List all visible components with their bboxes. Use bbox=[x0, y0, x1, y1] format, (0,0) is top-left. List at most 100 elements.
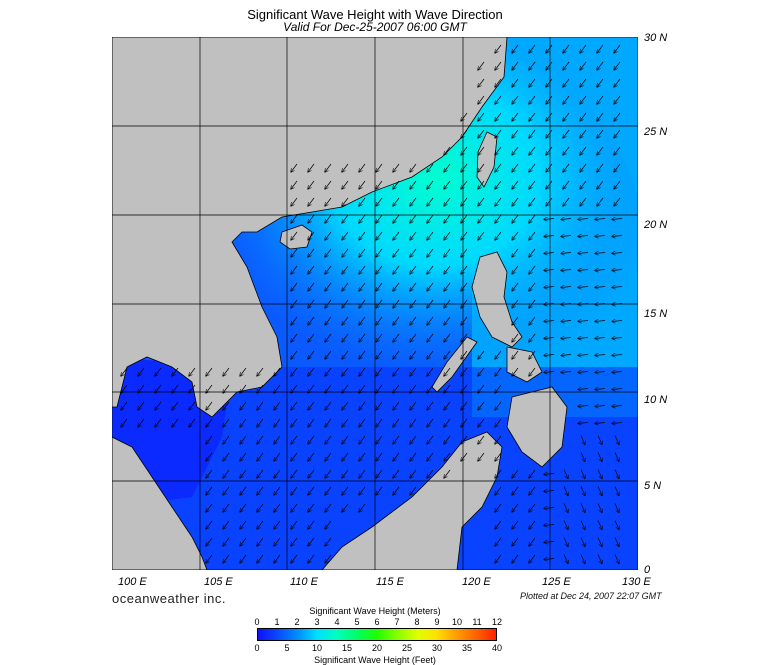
wave-arrow bbox=[595, 389, 606, 390]
wave-arrow bbox=[138, 418, 145, 427]
wave-arrow bbox=[291, 265, 298, 274]
wave-arrow bbox=[223, 367, 230, 376]
wave-arrow bbox=[291, 384, 298, 393]
wave-arrow bbox=[257, 418, 264, 427]
wave-arrow bbox=[614, 44, 621, 53]
wave-arrow bbox=[561, 338, 572, 339]
wave-arrow bbox=[308, 554, 315, 563]
wave-arrow bbox=[495, 520, 502, 529]
wave-arrow bbox=[461, 197, 468, 206]
wave-arrow bbox=[393, 452, 400, 461]
wave-arrow bbox=[155, 401, 162, 410]
wave-arrow bbox=[427, 452, 434, 461]
wave-arrow bbox=[580, 554, 585, 564]
wave-arrow bbox=[325, 231, 332, 240]
wave-arrow bbox=[444, 469, 451, 478]
wave-arrow bbox=[376, 248, 383, 257]
wave-arrow bbox=[376, 350, 383, 359]
wave-arrow bbox=[512, 367, 519, 376]
wave-arrow bbox=[478, 214, 485, 223]
wave-arrow bbox=[597, 537, 602, 547]
wave-arrow bbox=[410, 435, 417, 444]
hainan-island bbox=[279, 224, 313, 250]
wave-arrow bbox=[563, 61, 570, 70]
wave-arrow bbox=[512, 503, 519, 512]
wave-arrow bbox=[257, 520, 264, 529]
wave-arrow bbox=[612, 389, 623, 390]
wave-arrow bbox=[612, 321, 623, 322]
wave-arrow bbox=[427, 299, 434, 308]
wave-arrow bbox=[393, 197, 400, 206]
wave-arrow bbox=[478, 452, 485, 461]
wave-arrow bbox=[274, 486, 281, 495]
wave-arrow bbox=[561, 355, 572, 356]
wave-arrow bbox=[376, 469, 383, 478]
wave-arrow bbox=[495, 435, 502, 444]
wave-arrow bbox=[478, 401, 485, 410]
wave-arrow bbox=[308, 418, 315, 427]
wave-arrow bbox=[376, 401, 383, 410]
wave-arrow bbox=[614, 146, 621, 155]
wave-arrow bbox=[308, 197, 315, 206]
wave-arrow bbox=[578, 321, 589, 322]
wave-arrow bbox=[578, 423, 589, 424]
wave-arrow bbox=[393, 333, 400, 342]
wave-arrow bbox=[274, 520, 281, 529]
wave-arrow bbox=[342, 265, 349, 274]
wave-arrow bbox=[427, 367, 434, 376]
wave-arrow bbox=[512, 265, 519, 274]
wave-arrow bbox=[495, 78, 502, 87]
wave-arrow bbox=[359, 180, 366, 189]
wave-arrow bbox=[614, 469, 619, 479]
wave-arrow bbox=[544, 304, 555, 305]
wave-arrow bbox=[359, 333, 366, 342]
wave-arrow bbox=[291, 299, 298, 308]
wave-arrow bbox=[461, 146, 468, 155]
wave-arrow bbox=[257, 401, 264, 410]
wave-arrow bbox=[614, 452, 619, 462]
wave-arrow bbox=[529, 180, 536, 189]
wave-arrow bbox=[546, 95, 553, 104]
wave-arrow bbox=[393, 401, 400, 410]
wave-arrow bbox=[529, 129, 536, 138]
wave-arrow bbox=[580, 95, 587, 104]
wave-arrow bbox=[597, 520, 602, 530]
wave-arrow bbox=[257, 469, 264, 478]
wave-arrow bbox=[546, 78, 553, 87]
wave-arrow bbox=[325, 248, 332, 257]
wave-arrow bbox=[393, 418, 400, 427]
wave-arrow bbox=[427, 197, 434, 206]
wave-arrow bbox=[308, 367, 315, 376]
wave-arrow bbox=[342, 350, 349, 359]
wave-arrow bbox=[291, 503, 298, 512]
wave-arrow bbox=[393, 163, 400, 172]
wave-arrow bbox=[614, 520, 619, 530]
wave-arrow bbox=[580, 44, 587, 53]
wave-arrow bbox=[291, 537, 298, 546]
wave-arrow bbox=[444, 418, 451, 427]
wave-arrow bbox=[529, 299, 536, 308]
wave-arrow bbox=[578, 270, 589, 271]
wave-arrow bbox=[461, 299, 468, 308]
wave-arrow bbox=[478, 129, 485, 138]
wave-arrow bbox=[325, 435, 332, 444]
wave-arrow bbox=[478, 95, 485, 104]
wave-arrow bbox=[478, 384, 485, 393]
wave-arrow bbox=[444, 299, 451, 308]
wave-arrow bbox=[376, 299, 383, 308]
wave-arrow bbox=[206, 384, 213, 393]
wave-arrow bbox=[512, 469, 519, 478]
legend-title-meters: Significant Wave Height (Meters) bbox=[309, 606, 441, 616]
lon-label-130e: 130 E bbox=[622, 576, 651, 588]
wave-arrow bbox=[580, 129, 587, 138]
wave-arrow bbox=[595, 372, 606, 373]
wave-arrow bbox=[359, 197, 366, 206]
wave-arrow bbox=[325, 316, 332, 325]
legend-meter-tick: 9 bbox=[434, 617, 440, 627]
legend-meter-tick: 2 bbox=[294, 617, 300, 627]
wave-arrow bbox=[563, 503, 568, 513]
wave-arrow bbox=[308, 452, 315, 461]
legend-feet-tick: 40 bbox=[491, 643, 502, 653]
wave-arrow bbox=[172, 367, 179, 376]
wave-arrow bbox=[512, 333, 519, 342]
